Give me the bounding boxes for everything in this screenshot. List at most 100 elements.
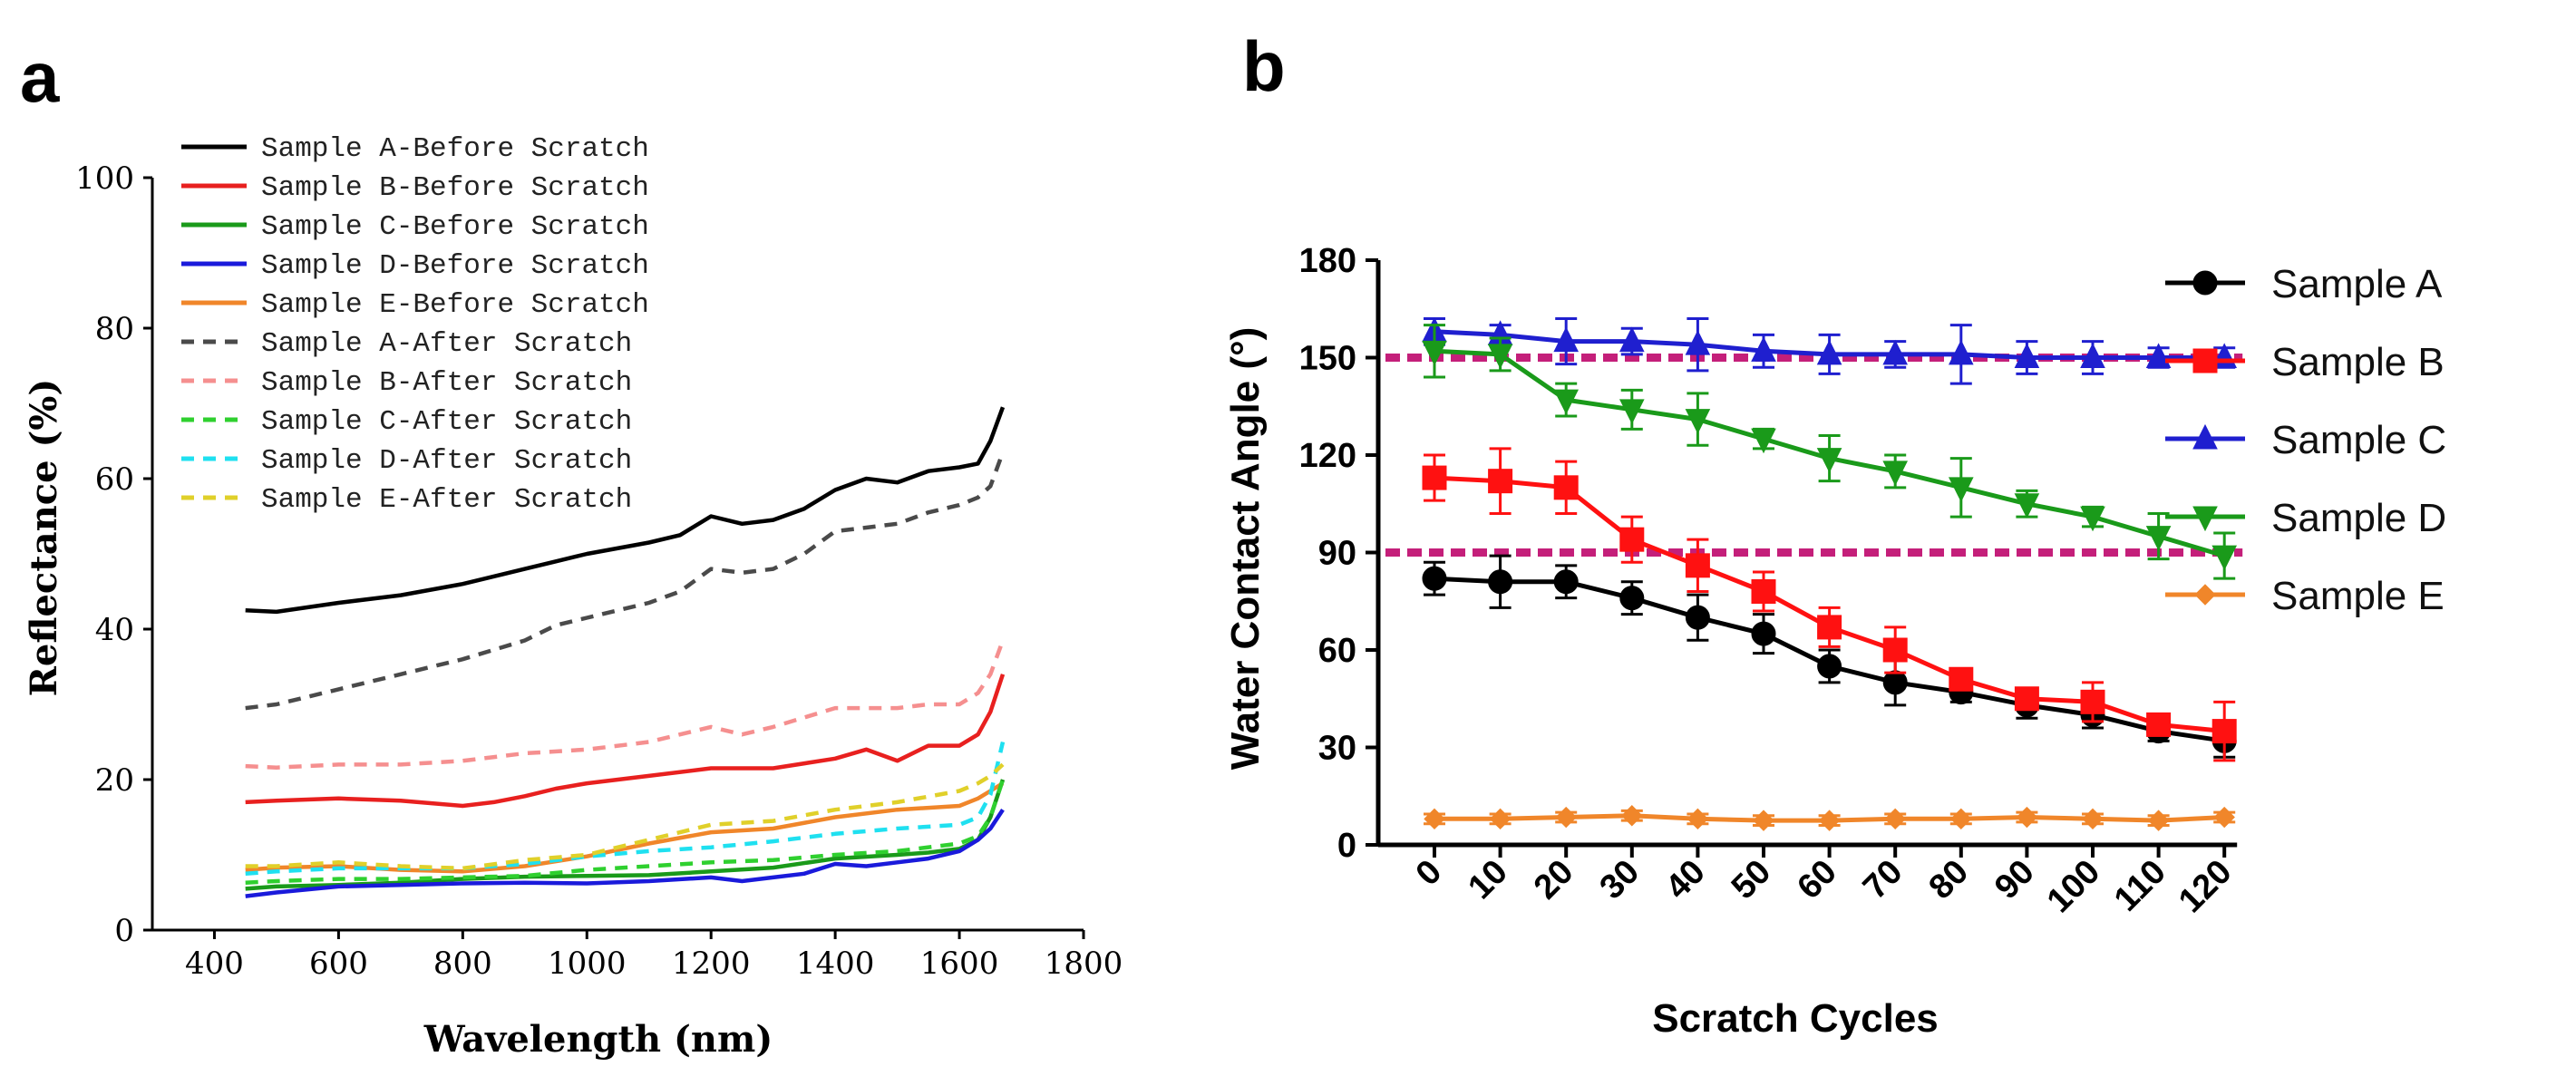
panel-b-series-sample-b [1422,447,2237,762]
panel-b-data-point [1882,670,1908,695]
panel-b-data-point [1619,326,1645,353]
panel-b-data-point [1751,579,1776,604]
panel-a-series-sample-e-after-scratch [245,762,1005,871]
panel-b-data-point [1424,808,1445,830]
panel-b-letter: b [1242,26,1286,106]
panel-b-series-sample-d [1422,324,2238,580]
panel-a-y-tick-label: 80 [95,311,134,347]
panel-b-data-point [2213,806,2235,829]
panel-b-data-point [1882,461,1909,487]
panel-b-data-point [2146,712,2172,737]
panel-a-series-sample-d-before-scratch [245,808,1005,898]
panel-a-legend-label: Sample C-Before Scratch [261,211,649,243]
panel-b-y-tick-label: 0 [1337,827,1356,865]
panel-b-legend-marker [2192,506,2218,532]
panel-b-data-point [1422,340,1447,366]
panel-b-y-tick-label: 60 [1318,632,1356,670]
panel-a-x-tick-label: 1800 [1045,945,1123,982]
panel-a-legend-label: Sample A-Before Scratch [261,133,649,165]
panel-a-legend-label: Sample E-Before Scratch [261,289,649,321]
panel-b-data-point [1816,448,1842,473]
panel-b-legend-marker [2194,584,2216,606]
panel-b-data-point [2147,810,2170,831]
panel-b-data-point [1553,569,1579,595]
panel-a-legend-label: Sample D-Before Scratch [261,250,649,282]
panel-a-x-axis-label: Wavelength (nm) [423,1018,773,1061]
panel-a-y-tick-label: 0 [114,913,134,949]
panel-b-series-sample-c [1422,316,2238,385]
panel-b-y-tick-label: 30 [1318,730,1356,768]
panel-b-data-point [1882,637,1908,663]
panel-b-data-point [1685,409,1711,434]
panel-b-data-point [1882,339,1909,365]
panel-a-x-tick-label: 1600 [920,945,999,982]
panel-b-legend: Sample A Sample B Sample C Sample D Sample E [2165,262,2446,618]
panel-a-series-sample-e-before-scratch [245,781,1005,874]
panel-a-x-tick-label: 1200 [672,945,751,982]
panel-b-legend-marker [2192,348,2218,373]
panel-b-legend-label: Sample A [2271,262,2443,306]
panel-b-x-axis-label: Scratch Cycles [1652,996,1939,1041]
panel-b-data-point [1948,477,1974,502]
panel-b-data-point [1948,339,1974,365]
panel-b-legend-marker [2192,270,2218,296]
panel-b-data-point [1817,615,1842,640]
panel-b-data-point [1884,808,1906,830]
panel-b-data-point [1818,810,1841,831]
panel-b-series-group [1422,316,2238,831]
panel-b-series-sample-e [1424,805,2236,831]
panel-b-data-point [1619,586,1645,611]
panel-a-x-ticks: 400 600 800 1000 1200 1400 1600 1800 [185,930,1123,982]
panel-b-reference-lines [1385,354,2243,557]
panel-b-data-point [1553,389,1580,415]
panel-b-data-point [2082,808,2104,830]
panel-b-data-point [2016,806,2038,829]
panel-b-legend-label: Sample B [2271,340,2445,384]
panel-b-data-point [1488,469,1513,494]
panel-b-data-point [2211,545,2238,571]
panel-a-x-tick-label: 1000 [548,945,627,982]
panel-a-x-tick-label: 800 [433,945,492,982]
panel-b-data-point [1751,428,1776,454]
panel-b-data-point [1487,344,1513,370]
panel-b-y-tick-label: 150 [1299,340,1356,378]
panel-b-y-tick-label: 90 [1318,535,1356,573]
panel-b-data-point [1619,399,1645,424]
panel-a-y-ticks: 0 20 40 60 80 100 [75,160,152,949]
panel-b-data-point [1422,465,1447,490]
panel-b-data-point [1751,336,1776,362]
panel-b-y-tick-label: 180 [1299,242,1356,280]
panel-b-legend-label: Sample C [2271,418,2446,462]
panel-b-data-point [2145,343,2172,368]
panel-a-series-sample-b-before-scratch [245,674,1006,809]
panel-a-legend-label: Sample D-After Scratch [261,445,632,477]
panel-a-series-sample-c-after-scratch [245,779,1006,885]
panel-b-data-point [2014,343,2040,368]
panel-b-legend-label: Sample D [2271,496,2446,540]
panel-b-data-point [2211,719,2237,744]
panel-b-data-point [1753,810,1774,831]
panel-b-data-point [1621,805,1643,827]
panel-a-y-tick-label: 40 [95,612,134,648]
panel-b-legend-marker [2192,423,2218,450]
panel-b-data-point [1619,527,1645,552]
panel-a-series-sample-d-after-scratch [245,741,1006,877]
panel-b-data-point [2080,689,2105,714]
panel-b-data-point [1685,605,1710,630]
panel-b-data-point [1687,808,1709,830]
panel-b-data-point [1685,330,1711,355]
panel-a-y-tick-label: 100 [75,160,134,197]
panel-b-data-point [2014,686,2039,712]
panel-b-data-point [2080,506,2105,532]
panel-a-y-tick-label: 60 [95,461,134,498]
panel-b-data-point [1950,808,1972,830]
panel-a-series-sample-b-after-scratch [245,639,1006,770]
panel-b-data-point [2014,493,2040,519]
panel-a-series-sample-a-after-scratch [245,451,1006,711]
panel-a-legend-label: Sample E-After Scratch [261,484,632,516]
panel-a-y-tick-label: 20 [95,762,134,799]
panel-a-legend-label: Sample C-After Scratch [261,406,632,438]
panel-b-data-point [1685,553,1710,578]
